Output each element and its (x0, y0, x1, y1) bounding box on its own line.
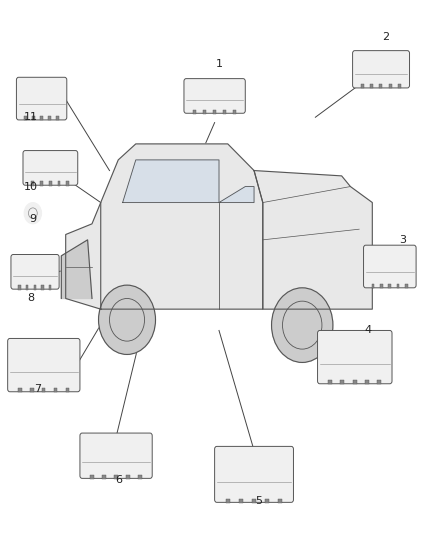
Bar (223, 110, 226, 114)
Bar (377, 380, 381, 384)
Bar (90, 475, 94, 479)
Text: 1: 1 (215, 59, 223, 69)
FancyBboxPatch shape (184, 78, 245, 114)
Bar (102, 475, 106, 479)
Bar (41, 286, 44, 290)
Bar (203, 110, 206, 114)
Bar (57, 116, 59, 120)
Text: 9: 9 (29, 214, 36, 223)
Bar (226, 499, 230, 503)
Bar (389, 84, 392, 88)
Bar (66, 388, 69, 392)
FancyBboxPatch shape (80, 433, 152, 479)
Bar (365, 380, 369, 384)
Bar (371, 284, 374, 288)
Bar (114, 475, 118, 479)
FancyBboxPatch shape (215, 447, 293, 502)
Bar (49, 286, 51, 290)
Bar (32, 116, 35, 120)
Bar (193, 110, 196, 114)
Circle shape (99, 285, 155, 354)
Bar (340, 380, 344, 384)
Polygon shape (66, 203, 101, 309)
Bar (397, 284, 399, 288)
Bar (42, 388, 46, 392)
Bar (24, 116, 27, 120)
Bar (58, 181, 60, 185)
Text: 5: 5 (255, 496, 262, 506)
Bar (265, 499, 269, 503)
Bar (18, 286, 21, 290)
Bar (126, 475, 130, 479)
FancyBboxPatch shape (353, 51, 410, 88)
Bar (18, 388, 22, 392)
Polygon shape (219, 187, 254, 203)
Bar (252, 499, 256, 503)
Bar (67, 181, 69, 185)
Polygon shape (254, 171, 372, 309)
Polygon shape (123, 160, 219, 203)
Text: 2: 2 (382, 33, 389, 42)
Bar (26, 286, 28, 290)
Bar (398, 84, 401, 88)
Polygon shape (61, 240, 92, 298)
FancyBboxPatch shape (364, 245, 416, 288)
Bar (30, 388, 34, 392)
Text: 11: 11 (24, 112, 38, 122)
Bar (389, 284, 391, 288)
Text: 6: 6 (115, 475, 122, 484)
FancyBboxPatch shape (11, 255, 59, 289)
Bar (405, 284, 408, 288)
FancyBboxPatch shape (318, 330, 392, 384)
FancyBboxPatch shape (17, 77, 67, 120)
Text: 4: 4 (364, 326, 371, 335)
Bar (49, 181, 52, 185)
Bar (361, 84, 364, 88)
Circle shape (24, 203, 42, 224)
Text: 10: 10 (24, 182, 38, 191)
Text: 7: 7 (34, 384, 41, 394)
Bar (370, 84, 373, 88)
Bar (328, 380, 332, 384)
Bar (40, 181, 43, 185)
Bar (239, 499, 243, 503)
Text: 3: 3 (399, 235, 406, 245)
Circle shape (272, 288, 333, 362)
Bar (233, 110, 236, 114)
Bar (40, 116, 43, 120)
Bar (379, 84, 382, 88)
Text: 8: 8 (27, 294, 34, 303)
Bar (138, 475, 141, 479)
FancyBboxPatch shape (23, 150, 78, 185)
Bar (53, 388, 57, 392)
Bar (278, 499, 282, 503)
FancyBboxPatch shape (8, 338, 80, 392)
Bar (31, 181, 34, 185)
Bar (213, 110, 216, 114)
Polygon shape (101, 144, 263, 309)
Bar (48, 116, 51, 120)
Bar (380, 284, 383, 288)
Bar (34, 286, 36, 290)
Bar (353, 380, 357, 384)
